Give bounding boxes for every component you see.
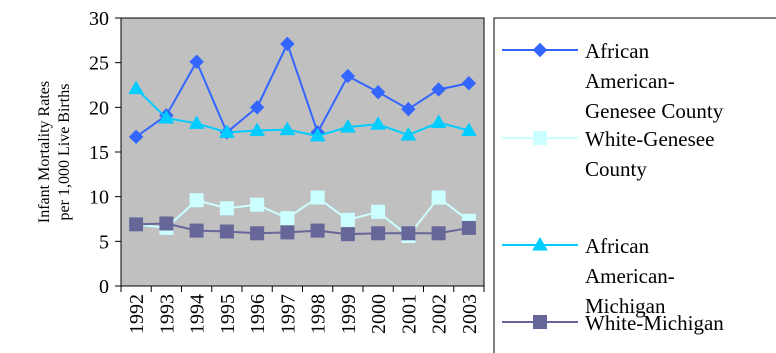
series-1-point [431,82,446,97]
x-tick-label: 1995 [217,294,239,334]
series-4-point [280,225,295,240]
series-3-point [461,122,477,137]
series-3-point [309,127,326,142]
series-4-point [340,227,355,242]
series-3-point [158,110,175,124]
legend-label: Genesee County [585,99,724,123]
series-3-point [279,121,296,136]
legend-box [493,17,776,353]
series-3-point [128,80,144,95]
series-2-point [250,197,265,212]
y-tick-label: 30 [89,8,109,30]
legend-label: African [585,39,650,63]
x-tick-label: 2003 [459,294,481,334]
series-2-point [189,193,204,208]
x-tick-label: 1993 [156,294,178,334]
legend-marker-4 [533,315,547,329]
series-3-point [400,127,417,141]
series-4-point [219,224,234,239]
series-1-point [280,36,295,52]
series-line-3 [135,87,470,137]
series-3-point [219,124,235,138]
legend-label: White-Michigan [585,311,724,335]
series-4-point [371,226,386,241]
series-3-point [370,116,386,130]
y-tick-label: 5 [99,231,109,253]
series-4-point [431,226,446,241]
series-1-point [249,100,265,115]
series-2-point [340,212,355,227]
x-tick-label: 1998 [308,294,330,334]
series-1-point [340,68,356,84]
series-2-point [219,201,234,216]
legend-label: American- [585,69,675,93]
series-1-point [401,101,416,117]
legend-label: Michigan [585,294,666,318]
legend-label: White-Genesee [585,127,714,151]
series-4-point [159,216,174,231]
legend-label: African [585,234,650,258]
series-3-point [188,115,205,129]
x-tick-label: 1994 [187,294,209,334]
series-1-point [370,84,386,100]
series-2-point [280,211,295,226]
series-3-point [430,114,447,129]
x-tick-label: 1999 [338,294,360,334]
series-4-point [129,217,144,232]
series-4-point [189,223,204,238]
y-tick-label: 25 [89,53,109,75]
series-line-1 [135,41,470,138]
series-2-point [371,204,386,219]
series-2-point [431,190,446,205]
y-tick-label: 15 [89,142,109,164]
series-4-point [401,226,416,241]
x-tick-label: 2002 [429,294,451,334]
series-4-point [250,226,265,241]
series-1-point [128,129,144,145]
series-2-point [310,190,325,205]
legend-label: County [585,157,647,181]
series-3-point [340,118,356,133]
x-tick-label: 2000 [368,294,390,334]
y-axis-title: Infant Mortality Rates [36,81,53,223]
legend-marker-1 [532,42,548,58]
series-4-point [461,220,476,235]
plot-area [120,17,485,287]
legend-marker-2 [533,131,547,145]
y-tick-label: 10 [89,187,109,209]
legend-label: American- [585,264,675,288]
y-tick-label: 20 [89,97,109,119]
x-tick-label: 1997 [277,294,299,334]
series-1-point [189,54,204,69]
x-tick-label: 2001 [398,294,420,334]
x-tick-label: 1992 [126,294,148,334]
legend-marker-3 [532,237,548,251]
series-4-point [310,223,325,238]
y-tick-label: 0 [99,276,109,298]
x-tick-label: 1996 [247,294,269,334]
series-1-point [461,76,477,91]
series-3-point [249,122,265,137]
y-axis-title: per 1,000 Live Births [56,84,73,221]
